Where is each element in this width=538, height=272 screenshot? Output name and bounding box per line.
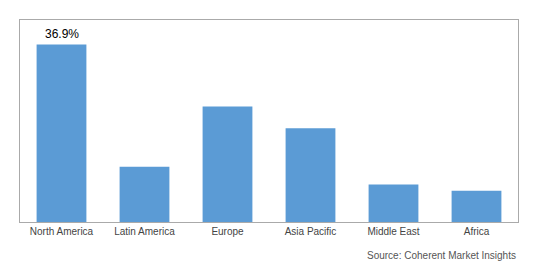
svg-text:Middle East: Middle East xyxy=(367,226,419,237)
svg-text:36.9%: 36.9% xyxy=(45,27,79,41)
svg-text:Latin America: Latin America xyxy=(114,226,175,237)
svg-text:Africa: Africa xyxy=(464,226,490,237)
svg-text:Europe: Europe xyxy=(211,226,244,237)
svg-text:North America: North America xyxy=(30,226,94,237)
svg-text:Source: Coherent Market Insigh: Source: Coherent Market Insights xyxy=(367,250,516,261)
svg-text:Asia Pacific: Asia Pacific xyxy=(285,226,337,237)
